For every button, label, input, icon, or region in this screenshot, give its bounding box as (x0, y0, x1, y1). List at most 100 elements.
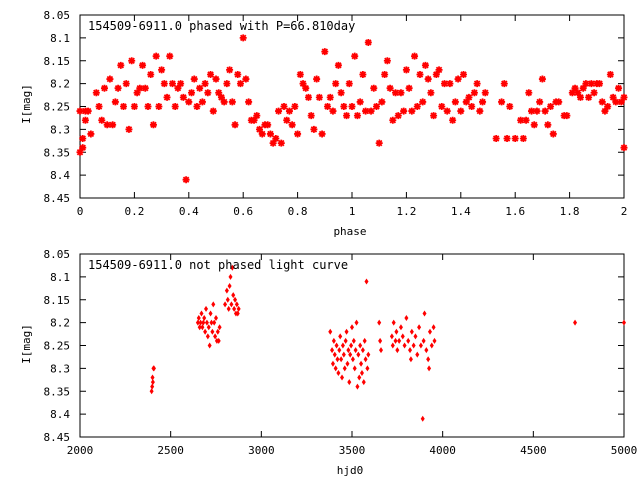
x-tick-label: 0 (77, 205, 84, 218)
data-point (140, 83, 150, 93)
data-point (469, 88, 479, 98)
data-point (241, 74, 251, 84)
data-point (290, 102, 300, 111)
data-point (429, 342, 434, 349)
data-point (330, 360, 335, 367)
y-tick-labels: 8.05 8.1 8.15 8.2 8.25 8.3 8.35 8.4 8.45 (44, 9, 71, 205)
data-point (589, 88, 599, 98)
data-point (421, 60, 430, 70)
x-tick-label: 1.8 (560, 205, 580, 218)
data-point (357, 374, 362, 381)
data-point (244, 97, 254, 107)
data-point (205, 333, 210, 340)
x-tick-labels: 2000 2500 3000 3500 4000 4500 5000 (67, 444, 638, 457)
data-point (521, 115, 531, 125)
data-point (295, 70, 305, 79)
data-point (391, 319, 396, 326)
data-point (343, 337, 348, 344)
data-points (75, 33, 629, 185)
data-point (510, 134, 520, 143)
x-tick-label: 2 (621, 205, 628, 218)
data-point (83, 106, 93, 116)
data-point (456, 106, 466, 116)
data-point (309, 124, 319, 134)
data-point (395, 347, 400, 354)
chart-title: 154509-6911.0 not phased light curve (88, 258, 348, 272)
x-tick-label: 2000 (67, 444, 94, 457)
axis-ticks (79, 253, 625, 438)
data-point (427, 328, 432, 335)
data-point (459, 70, 468, 79)
data-point (377, 319, 382, 326)
data-point (231, 292, 236, 299)
data-point (356, 351, 361, 358)
data-point (491, 134, 501, 143)
data-point (404, 315, 409, 322)
data-point (413, 333, 418, 340)
data-point (502, 134, 512, 143)
data-point (211, 74, 221, 84)
data-point (529, 120, 539, 130)
data-point (257, 129, 267, 139)
data-point (450, 97, 460, 107)
data-point (181, 175, 191, 185)
data-point (225, 65, 235, 75)
x-tick-label: 1.2 (396, 205, 416, 218)
data-point (619, 92, 629, 102)
y-tick-label: 8.1 (50, 271, 70, 284)
data-point (217, 324, 222, 331)
data-point (116, 60, 126, 70)
data-point (396, 88, 406, 98)
data-point (346, 347, 351, 354)
data-point (394, 328, 399, 335)
data-point (159, 79, 169, 89)
y-tick-label: 8.15 (44, 294, 71, 307)
data-point (206, 324, 211, 331)
data-point (390, 342, 395, 349)
data-point (127, 56, 137, 66)
data-point (233, 296, 238, 303)
data-point (401, 65, 411, 75)
y-tick-label: 8.25 (44, 101, 71, 114)
data-point (418, 342, 423, 349)
data-point (340, 374, 345, 381)
x-tick-labels: 0 0.2 0.4 0.6 0.8 1 1.2 1.4 1.6 1.8 2 (77, 205, 628, 218)
data-point (380, 70, 390, 79)
data-point (378, 337, 383, 344)
data-point (341, 351, 346, 358)
y-tick-labels: 8.05 8.1 8.15 8.2 8.25 8.3 8.35 8.4 8.45 (44, 248, 71, 444)
data-point (400, 333, 405, 340)
data-point (415, 70, 425, 79)
data-point (350, 324, 354, 331)
data-point (86, 129, 96, 139)
y-tick-label: 8.1 (50, 32, 70, 45)
chart-title: 154509-6911.0 phased with P=66.810day (88, 19, 355, 33)
data-point (225, 296, 230, 303)
data-point (365, 365, 370, 372)
data-point (224, 287, 229, 294)
data-point (505, 102, 515, 111)
data-point (204, 319, 209, 326)
data-point (165, 51, 175, 61)
data-point (328, 106, 338, 116)
data-point (340, 342, 345, 349)
data-point (330, 347, 335, 354)
y-tick-label: 8.15 (44, 55, 71, 68)
data-point (333, 60, 343, 70)
data-point (78, 143, 88, 153)
data-point (353, 111, 362, 121)
data-point (223, 301, 228, 308)
data-point (151, 365, 156, 372)
data-point (337, 347, 342, 354)
data-point (332, 351, 337, 358)
data-point (212, 319, 217, 326)
data-point (408, 347, 413, 354)
data-point (151, 51, 161, 61)
data-point (399, 106, 409, 116)
data-point (355, 97, 365, 107)
data-point (226, 305, 231, 312)
data-point (417, 324, 422, 331)
data-point (325, 92, 335, 102)
data-point (196, 315, 201, 322)
data-point (100, 83, 109, 93)
